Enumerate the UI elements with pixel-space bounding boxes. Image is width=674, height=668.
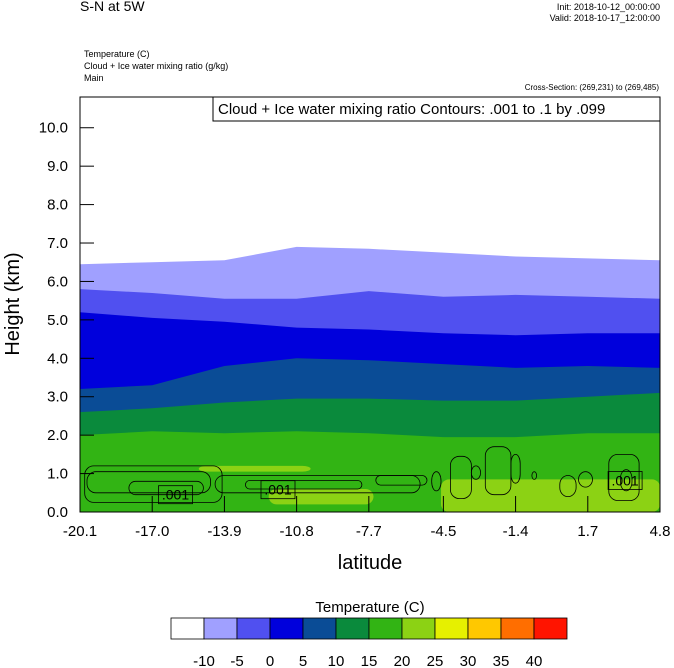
cloud-contour-14 xyxy=(608,453,640,501)
cloud-contour-1 xyxy=(86,471,211,494)
y-tick-label-3: 3.0 xyxy=(47,389,68,406)
cloud-contour-12 xyxy=(559,475,577,498)
plot-title: S-N at 5W xyxy=(80,0,145,14)
colorbar-label-4: 10 xyxy=(328,653,345,668)
contour-label-1: .001 xyxy=(264,482,291,498)
cloud-contour-11 xyxy=(531,471,538,480)
x-tick-label-7: 1.7 xyxy=(577,523,598,540)
colorbar-label-9: 35 xyxy=(493,653,510,668)
colorbar: -10 -5 0 5 10 15 20 25 30 35 40 xyxy=(170,617,568,668)
cloud-contour-7 xyxy=(449,455,472,499)
cloud-contour-4 xyxy=(244,480,363,490)
y-tick-label-4: 4.0 xyxy=(47,350,68,367)
contour-label-box-1 xyxy=(260,480,296,500)
y-tick-label-5: 5.0 xyxy=(47,312,68,329)
colorbar-label-3: 5 xyxy=(299,653,307,668)
x-tick-label-4: -7.7 xyxy=(356,523,382,540)
y-tick-label-1: 1.0 xyxy=(47,466,68,483)
cloud-contour-3 xyxy=(214,475,421,494)
y-tick-label-10: 10.0 xyxy=(39,120,68,137)
x-tick-label-3: -10.8 xyxy=(280,523,314,540)
colorbar-swatch-6 xyxy=(368,617,403,640)
contour-label-layer: .001 .001 .001 xyxy=(158,471,643,505)
cloud-contour-8 xyxy=(470,465,481,480)
colorbar-swatch-5 xyxy=(335,617,370,640)
colorbar-swatch-2 xyxy=(236,617,271,640)
colorbar-swatch-9 xyxy=(467,617,502,640)
annotation-box-frame xyxy=(212,96,661,122)
colorbar-label-2: 0 xyxy=(266,653,274,668)
y-tick-label-7: 7.0 xyxy=(47,235,68,252)
cloud-contour-layer xyxy=(84,446,640,503)
cross-section-label: Cross-Section: (269,231) to (269,485) xyxy=(524,83,659,92)
cloud-contour-0 xyxy=(84,465,223,503)
y-axis-label: Height (km) xyxy=(2,252,24,355)
cloud-contour-6 xyxy=(431,471,442,492)
valid-time: Valid: 2018-10-17_12:00:00 xyxy=(549,13,660,23)
colorbar-swatch-0 xyxy=(170,617,205,640)
colorbar-swatch-7 xyxy=(401,617,436,640)
axes-layer: -20.1 -17.0 -13.9 -10.8 -7.7 -4.5 -1.4 1.7 4.8 0.… xyxy=(39,120,671,540)
colorbar-label-0: -10 xyxy=(193,653,215,668)
field-label-cloud-ice: Cloud + Ice water mixing ratio (g/kg) xyxy=(84,61,229,71)
colorbar-swatch-11 xyxy=(533,617,568,640)
init-time: Init: 2018-10-12_00:00:00 xyxy=(556,2,660,12)
cloud-contour-2 xyxy=(128,480,204,496)
colorbar-swatch-8 xyxy=(434,617,469,640)
y-tick-label-0: 0.0 xyxy=(47,504,68,521)
colorbar-swatch-1 xyxy=(203,617,238,640)
colorbar-swatch-3 xyxy=(269,617,304,640)
field-label-main: Main xyxy=(84,73,104,83)
contour-label-0: .001 xyxy=(162,487,189,503)
x-tick-label-1: -17.0 xyxy=(135,523,169,540)
warm-patch-2 xyxy=(441,479,660,512)
field-label-temperature: Temperature (C) xyxy=(84,49,150,59)
cloud-contour-5 xyxy=(375,475,428,486)
colorbar-label-6: 20 xyxy=(394,653,411,668)
colorbar-swatch-4 xyxy=(302,617,337,640)
contour-annotation: Cloud + Ice water mixing ratio Contours:… xyxy=(218,101,605,118)
x-tick-label-5: -4.5 xyxy=(430,523,456,540)
colorbar-label-7: 25 xyxy=(427,653,444,668)
cloud-contour-13 xyxy=(578,471,593,488)
y-tick-label-8: 8.0 xyxy=(47,197,68,214)
colorbar-label-1: -5 xyxy=(230,653,243,668)
cloud-contour-10 xyxy=(510,453,521,484)
colorbar-label-8: 30 xyxy=(460,653,477,668)
colorbar-title: Temperature (C) xyxy=(315,599,424,616)
colorbar-label-5: 15 xyxy=(361,653,378,668)
x-axis-label: latitude xyxy=(338,552,403,574)
x-tick-label-8: 4.8 xyxy=(650,523,671,540)
colorbar-label-10: 40 xyxy=(526,653,543,668)
x-tick-label-2: -13.9 xyxy=(207,523,241,540)
contour-label-box-2 xyxy=(607,471,643,490)
y-tick-label-6: 6.0 xyxy=(47,273,68,290)
temperature-fill-layer xyxy=(80,97,660,512)
x-tick-label-6: -1.4 xyxy=(503,523,529,540)
contour-label-box-0 xyxy=(158,485,193,505)
y-tick-label-9: 9.0 xyxy=(47,158,68,175)
annotation-box: Cloud + Ice water mixing ratio Contours:… xyxy=(212,96,661,122)
y-tick-label-2: 2.0 xyxy=(47,427,68,444)
x-tick-label-0: -20.1 xyxy=(63,523,97,540)
cloud-contour-15 xyxy=(620,469,633,492)
colorbar-swatch-10 xyxy=(500,617,535,640)
contour-label-2: .001 xyxy=(611,473,638,489)
warm-patch-0 xyxy=(198,465,311,472)
